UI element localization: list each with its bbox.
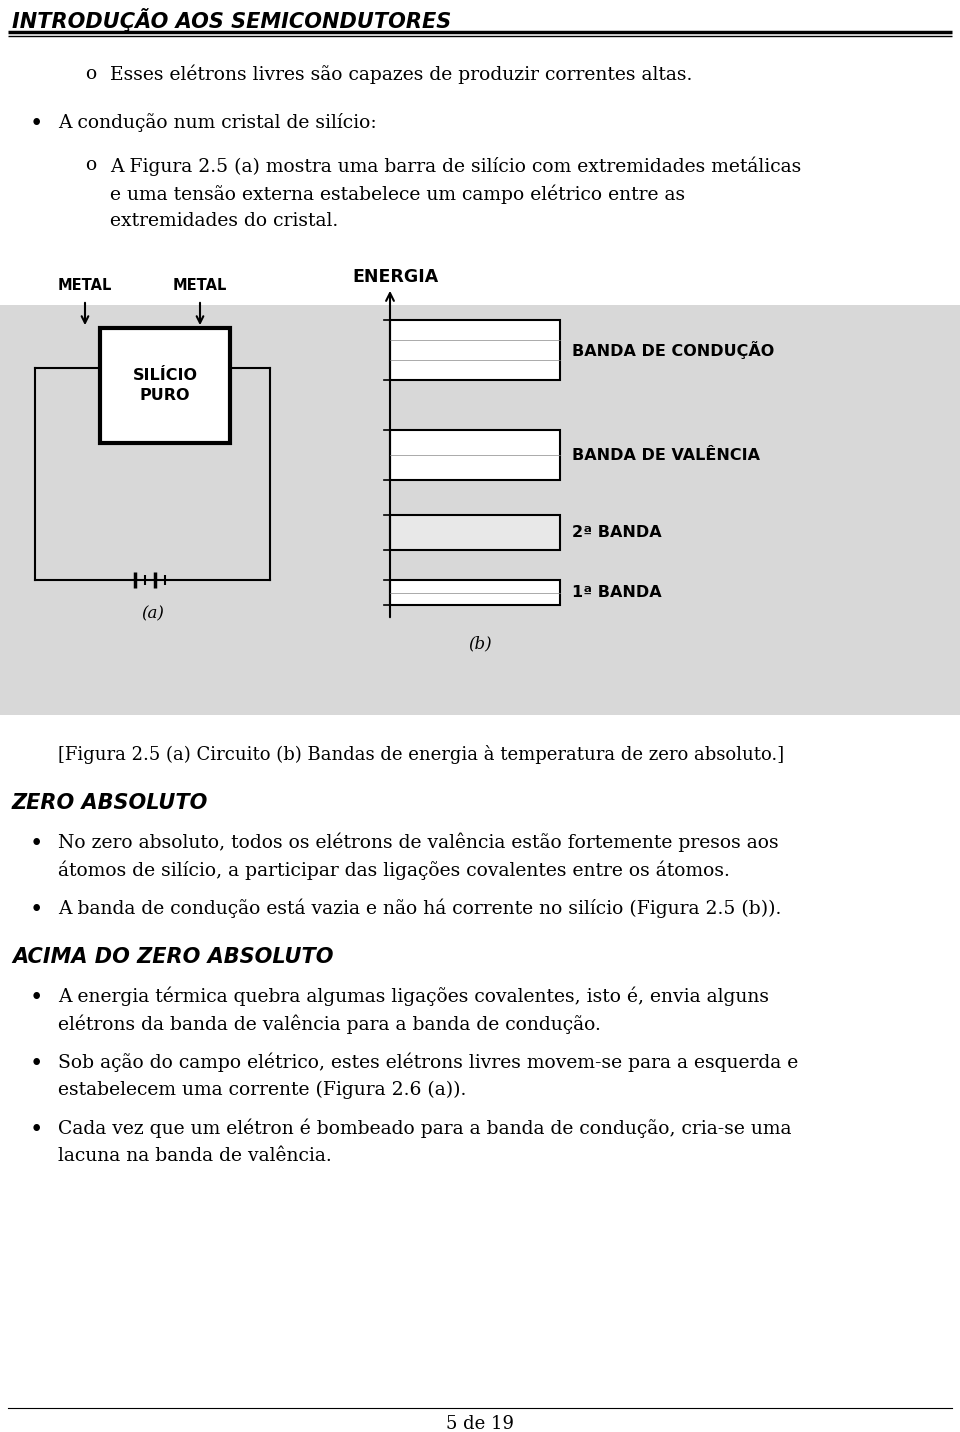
Text: [Figura 2.5 (a) Circuito (b) Bandas de energia à temperatura de zero absoluto.]: [Figura 2.5 (a) Circuito (b) Bandas de e… <box>58 745 784 765</box>
Bar <box>390 516 560 550</box>
Text: METAL: METAL <box>173 278 228 294</box>
Text: Esses elétrons livres são capazes de produzir correntes altas.: Esses elétrons livres são capazes de pro… <box>110 64 692 84</box>
Text: 1ª BANDA: 1ª BANDA <box>572 586 661 600</box>
Text: A energia térmica quebra algumas ligações covalentes, isto é, envia alguns: A energia térmica quebra algumas ligaçõe… <box>58 987 769 1007</box>
Text: ACIMA DO ZERO ABSOLUTO: ACIMA DO ZERO ABSOLUTO <box>12 947 333 967</box>
Text: 2ª BANDA: 2ª BANDA <box>572 526 661 540</box>
Text: •: • <box>30 113 43 135</box>
Text: 5 de 19: 5 de 19 <box>446 1415 514 1432</box>
Text: •: • <box>30 1053 43 1075</box>
Bar <box>100 328 230 442</box>
Text: •: • <box>30 1118 43 1141</box>
Text: (a): (a) <box>141 604 164 621</box>
Text: No zero absoluto, todos os elétrons de valência estão fortemente presos aos: No zero absoluto, todos os elétrons de v… <box>58 833 779 852</box>
Text: elétrons da banda de valência para a banda de condução.: elétrons da banda de valência para a ban… <box>58 1015 601 1034</box>
Text: BANDA DE VALÊNCIA: BANDA DE VALÊNCIA <box>572 447 760 463</box>
Text: átomos de silício, a participar das ligações covalentes entre os átomos.: átomos de silício, a participar das liga… <box>58 861 730 881</box>
Text: INTRODUÇÃO AOS SEMICONDUTORES: INTRODUÇÃO AOS SEMICONDUTORES <box>12 9 451 32</box>
Bar <box>0 305 960 715</box>
Text: •: • <box>30 833 43 855</box>
Text: BANDA DE CONDUÇÃO: BANDA DE CONDUÇÃO <box>572 341 775 359</box>
Text: extremidades do cristal.: extremidades do cristal. <box>110 212 338 231</box>
Text: e uma tensão externa estabelece um campo elétrico entre as: e uma tensão externa estabelece um campo… <box>110 183 685 203</box>
Text: A Figura 2.5 (a) mostra uma barra de silício com extremidades metálicas: A Figura 2.5 (a) mostra uma barra de sil… <box>110 156 802 176</box>
Text: estabelecem uma corrente (Figura 2.6 (a)).: estabelecem uma corrente (Figura 2.6 (a)… <box>58 1081 467 1100</box>
Text: METAL: METAL <box>58 278 112 294</box>
Text: ENERGIA: ENERGIA <box>352 268 438 286</box>
Text: A banda de condução está vazia e não há corrente no silício (Figura 2.5 (b)).: A banda de condução está vazia e não há … <box>58 899 781 918</box>
Bar <box>390 430 560 480</box>
Text: lacuna na banda de valência.: lacuna na banda de valência. <box>58 1147 332 1166</box>
Text: o: o <box>85 64 96 83</box>
Text: (b): (b) <box>468 634 492 652</box>
Text: o: o <box>85 156 96 175</box>
Text: ZERO ABSOLUTO: ZERO ABSOLUTO <box>12 793 208 813</box>
Text: Sob ação do campo elétrico, estes elétrons livres movem-se para a esquerda e: Sob ação do campo elétrico, estes elétro… <box>58 1053 799 1073</box>
Bar <box>390 319 560 379</box>
Text: •: • <box>30 987 43 1010</box>
Text: A condução num cristal de silício:: A condução num cristal de silício: <box>58 113 376 132</box>
Text: SILÍCIO
PURO: SILÍCIO PURO <box>132 368 198 404</box>
Text: •: • <box>30 899 43 921</box>
Bar <box>390 580 560 604</box>
Text: Cada vez que um elétron é bombeado para a banda de condução, cria-se uma: Cada vez que um elétron é bombeado para … <box>58 1118 791 1138</box>
